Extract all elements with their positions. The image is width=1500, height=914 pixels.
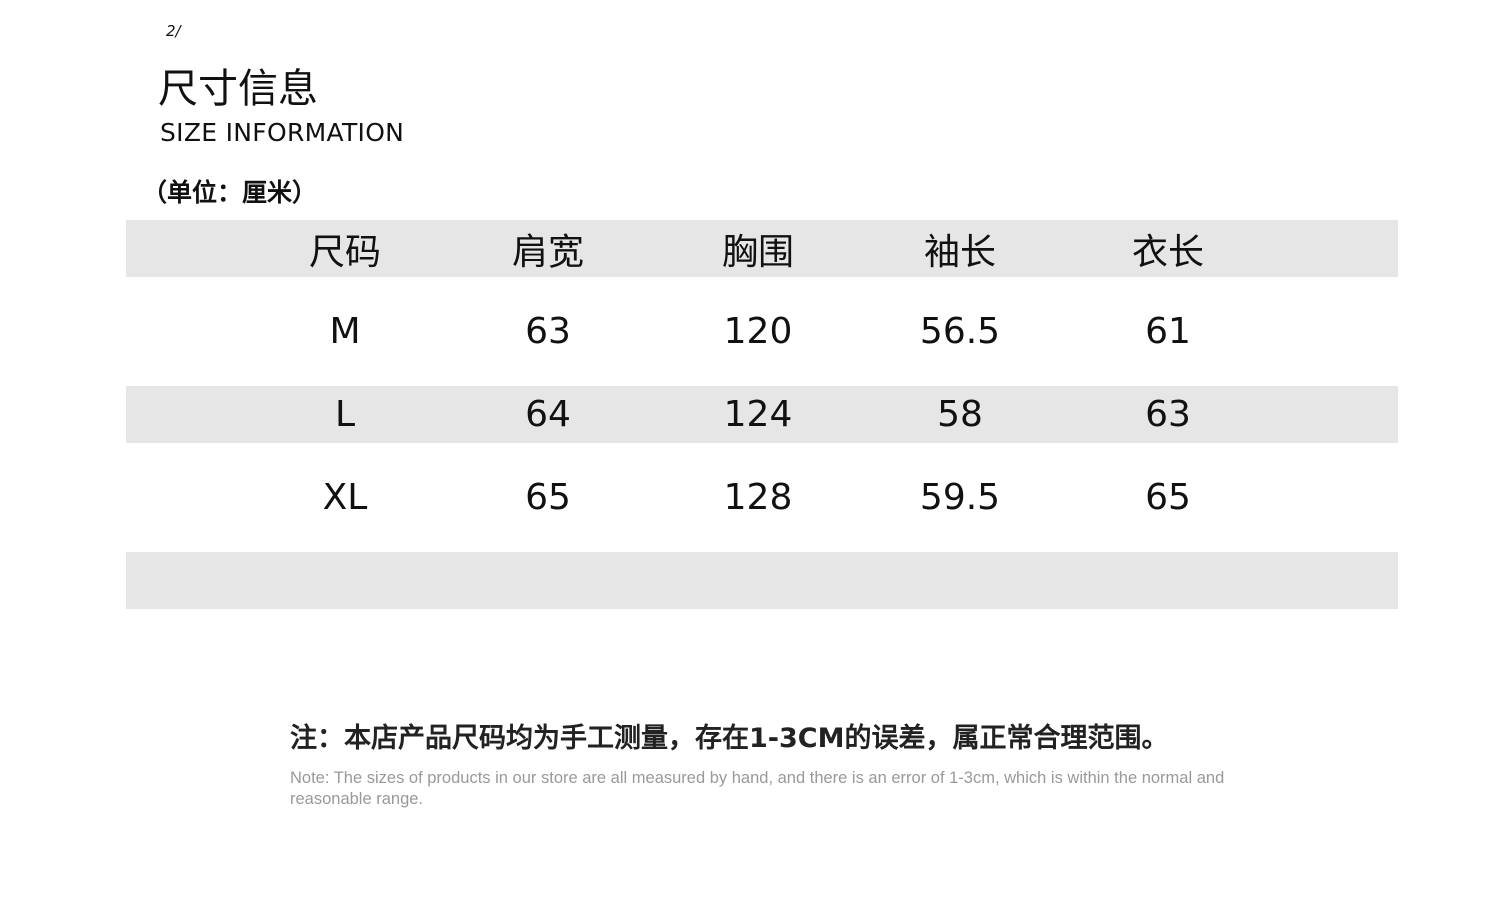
column-header: 胸围 <box>721 231 794 273</box>
table-cell: 64 <box>525 394 571 435</box>
table-cell: 58 <box>937 394 983 435</box>
table-cell: 65 <box>525 477 571 518</box>
page-subtitle: SIZE INFORMATION <box>160 118 405 147</box>
table-cell: 63 <box>1145 394 1191 435</box>
table-row: L 64 124 58 63 <box>126 386 1398 443</box>
table-cell: 59.5 <box>919 477 1001 518</box>
table-cell: 56.5 <box>919 311 1001 352</box>
table-row: M 63 120 56.5 61 <box>126 277 1398 386</box>
table-cell: 61 <box>1145 311 1191 352</box>
table-cell: 124 <box>723 394 793 435</box>
table-cell: 120 <box>723 311 793 352</box>
table-cell: 65 <box>1145 477 1191 518</box>
table-cell: 63 <box>525 311 571 352</box>
column-header: 袖长 <box>923 231 996 273</box>
column-header: 尺码 <box>308 231 381 273</box>
note-english: Note: The sizes of products in our store… <box>290 769 1225 808</box>
table-cell: XL <box>322 477 368 518</box>
table-row: XL 65 128 59.5 65 <box>126 443 1398 552</box>
table-cell: 128 <box>723 477 793 518</box>
unit-label: （单位：厘米） <box>142 178 318 207</box>
page-title: 尺寸信息 <box>158 66 318 112</box>
table-empty-row <box>126 552 1398 609</box>
page-marker: 2/ <box>166 22 181 40</box>
note-chinese: 注：本店产品尺码均为手工测量，存在1-3CM的误差，属正常合理范围。 <box>290 723 1169 754</box>
table-cell: L <box>334 394 356 435</box>
table-cell: M <box>329 311 361 352</box>
column-header: 肩宽 <box>511 231 584 273</box>
table-header-row: 尺码 肩宽 胸围 袖长 衣长 <box>126 220 1398 277</box>
column-header: 衣长 <box>1131 231 1204 273</box>
